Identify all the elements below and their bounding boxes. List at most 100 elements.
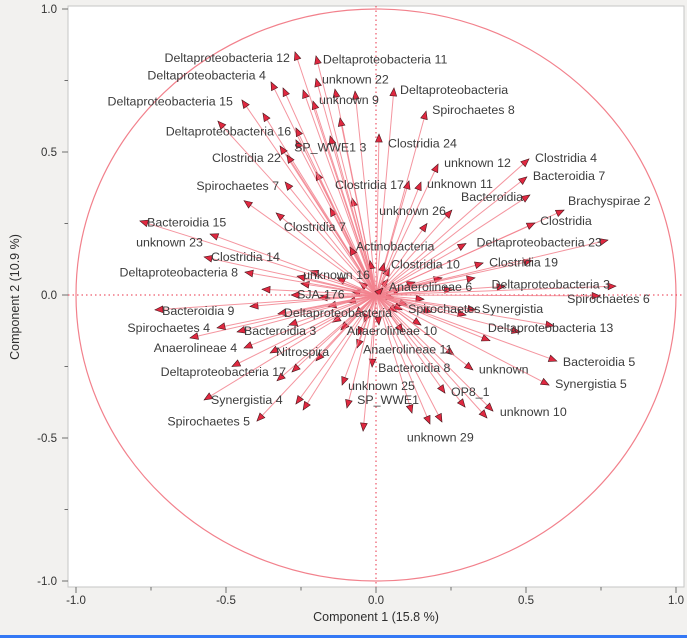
- loading-arrowhead: [467, 304, 477, 313]
- loading-arrowhead: [405, 404, 414, 414]
- loading-arrowhead: [456, 243, 467, 251]
- loading-arrowhead: [244, 269, 254, 278]
- loading-vector: [375, 294, 431, 425]
- loading-arrowhead: [284, 181, 294, 191]
- loading-vector: [244, 271, 377, 296]
- loading-vector: [243, 200, 377, 296]
- loading-vector: [243, 294, 377, 349]
- loading-label: Spirochaetes 6: [567, 292, 650, 306]
- loading-arrowhead: [423, 414, 431, 425]
- loading-arrows: [139, 51, 617, 432]
- loading-label: Deltaproteobacteria 23: [477, 235, 602, 249]
- loading-arrowhead: [293, 51, 302, 61]
- loading-arrowhead: [357, 325, 365, 336]
- loading-arrowhead: [411, 317, 422, 326]
- loading-label: Deltaproteobacteria 3: [492, 277, 611, 291]
- loading-label: Anaerolineae 4: [154, 341, 237, 355]
- loading-vector: [375, 294, 550, 386]
- loading-label: Clostridia 19: [489, 255, 558, 269]
- loading-arrowhead: [302, 400, 311, 411]
- loading-arrowhead: [414, 181, 422, 192]
- loading-vector: [375, 294, 558, 362]
- loading-arrowhead: [367, 259, 376, 270]
- loading-vector: [276, 294, 377, 382]
- loading-arrowhead: [279, 145, 288, 156]
- loading-arrowhead: [341, 375, 349, 386]
- loading-vector: [375, 163, 439, 296]
- loading-arrowhead: [378, 262, 386, 272]
- loading-vector: [286, 154, 377, 296]
- loading-label: Bacteroidia 7: [533, 169, 605, 183]
- loading-arrowhead: [525, 222, 536, 230]
- loading-vector: [375, 176, 528, 296]
- loading-vector: [375, 294, 413, 414]
- loading-label: unknown 26: [379, 204, 446, 218]
- loading-vector: [375, 294, 466, 408]
- loading-arrowhead: [456, 398, 466, 408]
- loading-arrowhead: [437, 384, 446, 394]
- loading-label: Spirochaetes 7: [196, 179, 279, 193]
- loading-label: Spirochaetes 8: [432, 103, 515, 117]
- loading-label: Deltaproteobacteria 8: [120, 265, 239, 279]
- loading-vector: [375, 209, 453, 296]
- loading-label: Bacteroidia 8: [378, 361, 450, 375]
- loading-arrowhead: [496, 283, 506, 291]
- loading-label: Clostridia 4: [535, 151, 597, 165]
- loading-arrowhead: [209, 233, 220, 241]
- loading-arrowhead: [374, 133, 383, 143]
- y-tick-label: 0.0: [41, 290, 57, 302]
- loading-label: Deltaproteobacteria 17: [161, 365, 286, 379]
- loading-vector: [375, 294, 467, 316]
- loading-arrowhead: [332, 88, 341, 98]
- y-tick-label: 0.5: [41, 147, 57, 159]
- loading-arrowhead: [311, 100, 320, 111]
- loading-arrowhead: [607, 282, 617, 291]
- loading-arrowhead: [420, 110, 428, 121]
- loading-arrowhead: [189, 332, 199, 340]
- loading-arrowhead: [231, 359, 242, 367]
- loading-arrowhead: [282, 87, 290, 98]
- loading-arrowhead: [243, 200, 253, 209]
- loading-vector: [139, 220, 377, 296]
- loading-vector: [375, 285, 617, 296]
- loading-arrowhead: [295, 127, 303, 138]
- loading-arrowhead: [591, 291, 601, 300]
- loading-arrowhead: [547, 354, 558, 362]
- loading-label: Deltaproteobacteria: [284, 306, 392, 320]
- loading-label: Actinobacteria: [356, 239, 435, 253]
- loading-vector: [375, 158, 530, 296]
- loading-label: Spirochaetes 4: [127, 321, 210, 335]
- loading-label: Clostridia 24: [388, 136, 457, 150]
- loading-vector: [236, 294, 377, 333]
- loading-vector: [295, 127, 377, 296]
- loading-vector: [375, 294, 491, 342]
- loading-label: Clostridia 17: [335, 178, 404, 192]
- loading-vector: [288, 294, 377, 326]
- loading-label: Spirochaetes: [408, 302, 480, 316]
- loading-label: unknown 12: [444, 156, 511, 170]
- loading-vector: [375, 194, 531, 296]
- loading-arrowhead: [402, 180, 411, 190]
- loading-vector: [375, 294, 488, 419]
- loading-arrowhead: [269, 345, 280, 354]
- loading-label: Brachyspirae 2: [568, 194, 651, 208]
- loading-arrowhead: [217, 120, 227, 130]
- loading-arrowhead: [415, 294, 425, 303]
- loading-label: Nitrospira: [276, 345, 329, 359]
- loading-vector: [217, 120, 377, 296]
- loading-arrowhead: [539, 377, 550, 386]
- loading-arrowhead: [523, 258, 533, 267]
- loading-vector: [375, 294, 494, 412]
- loading-vector: [375, 294, 446, 394]
- loading-label: Clostridia: [540, 214, 592, 228]
- loading-label: Deltaproteobacteria 16: [166, 124, 291, 138]
- loading-label: Deltaproteobacteria 11: [323, 52, 448, 66]
- loading-label: unknown 22: [322, 72, 389, 86]
- loading-vector: [375, 294, 474, 371]
- loading-arrowhead: [241, 99, 250, 109]
- loading-arrowhead: [291, 363, 301, 373]
- loading-arrowhead: [295, 394, 304, 405]
- loading-vector: [375, 181, 422, 296]
- loading-arrowhead: [243, 341, 254, 349]
- loading-arrowhead: [520, 158, 530, 168]
